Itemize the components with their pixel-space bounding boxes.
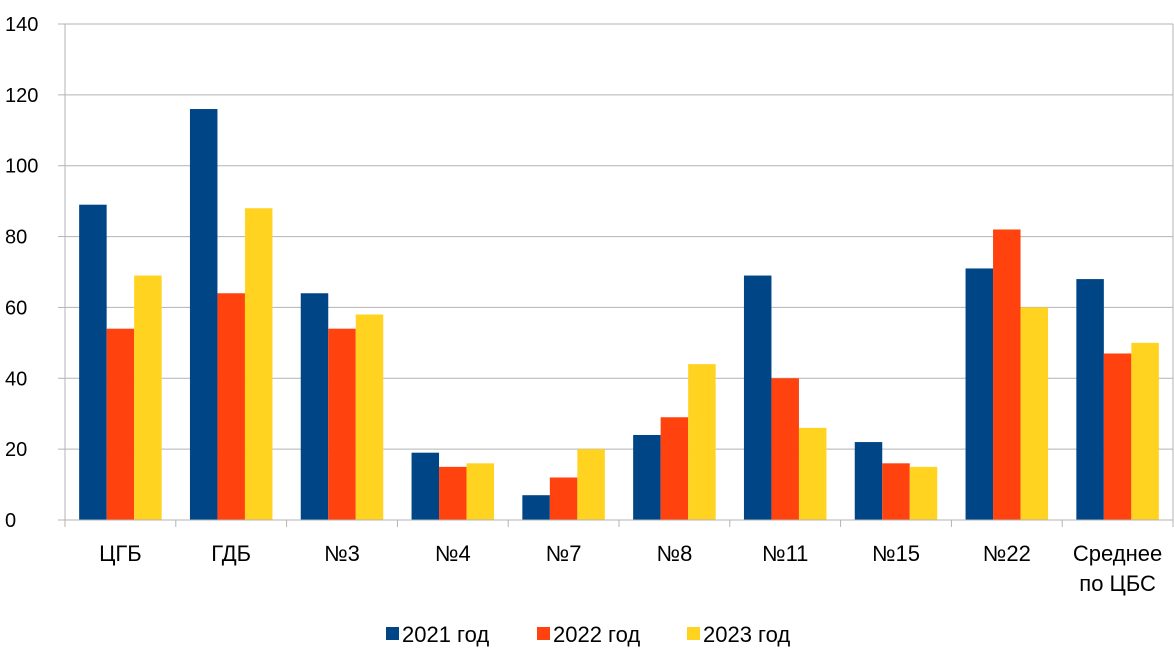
bar-2023-год-4 (577, 449, 605, 520)
bar-2022-год-7 (882, 463, 910, 520)
x-category-label: №8 (656, 541, 692, 566)
bar-2022-год-2 (328, 328, 356, 520)
bar-2021-год-7 (854, 442, 883, 520)
y-tick-label: 120 (5, 85, 38, 107)
bar-2021-год-5 (633, 434, 661, 520)
y-axis-ticks: 0 20 40 60 80 100 120 140 (5, 14, 65, 532)
x-category-label: №3 (324, 541, 360, 566)
x-category-label: №7 (546, 541, 582, 566)
y-tick-label: 140 (5, 14, 38, 36)
bar-2023-год-8 (1020, 307, 1049, 520)
bar-2023-год-9 (1131, 342, 1159, 520)
bar-2022-год-5 (660, 417, 689, 520)
y-tick-label: 80 (5, 227, 27, 249)
bar-2022-год-4 (549, 477, 578, 520)
bar-2022-год-6 (771, 378, 799, 520)
bar-2022-год-8 (993, 229, 1021, 520)
bar-2023-год-3 (466, 463, 495, 520)
axes (64, 24, 1174, 527)
bar-2023-год-1 (244, 208, 273, 520)
legend-label: 2023 год (703, 622, 790, 647)
y-tick-label: 60 (5, 297, 27, 319)
y-tick-label: 40 (5, 368, 27, 390)
legend: 2021 год 2022 год 2023 год (386, 622, 790, 647)
bar-2021-год-4 (522, 495, 550, 520)
bar-2022-год-9 (1103, 353, 1132, 520)
x-category-label: ГДБ (211, 541, 251, 566)
bar-2021-год-1 (189, 109, 218, 521)
legend-swatch (537, 627, 550, 640)
x-category-label: №11 (762, 541, 808, 566)
legend-label: 2022 год (553, 622, 640, 647)
x-category-label: №22 (983, 541, 1031, 566)
x-category-label: по ЦБС (1079, 571, 1156, 596)
bar-2023-год-0 (134, 275, 162, 520)
bar-2021-год-0 (79, 204, 107, 520)
bar-2022-год-3 (439, 466, 467, 520)
y-tick-label: 0 (5, 510, 16, 532)
bar-2021-год-2 (300, 293, 329, 520)
bar-2022-год-1 (217, 293, 245, 520)
legend-swatch (687, 627, 700, 640)
x-category-label: №4 (435, 541, 471, 566)
bar-2023-год-5 (688, 364, 716, 520)
x-axis-labels: ЦГБ ГДБ №3 №4 №7 №8 №11 №15 №22 Среднее по ЦБС (99, 541, 1162, 596)
x-category-label: №15 (872, 541, 920, 566)
bar-2023-год-6 (798, 427, 827, 520)
x-category-label: ЦГБ (99, 541, 142, 566)
x-category-label: Среднее (1073, 541, 1162, 566)
bar-2021-год-3 (411, 452, 440, 520)
bar-2021-год-9 (1076, 279, 1104, 520)
bars (79, 109, 1159, 521)
bar-2022-год-0 (106, 328, 135, 520)
bar-2021-год-6 (743, 275, 772, 520)
y-tick-label: 100 (5, 156, 38, 178)
y-tick-label: 20 (5, 439, 27, 461)
bar-2021-год-8 (965, 268, 994, 520)
bar-2023-год-7 (909, 466, 938, 520)
legend-swatch (386, 627, 399, 640)
bar-2023-год-2 (355, 314, 384, 520)
legend-label: 2021 год (402, 622, 489, 647)
